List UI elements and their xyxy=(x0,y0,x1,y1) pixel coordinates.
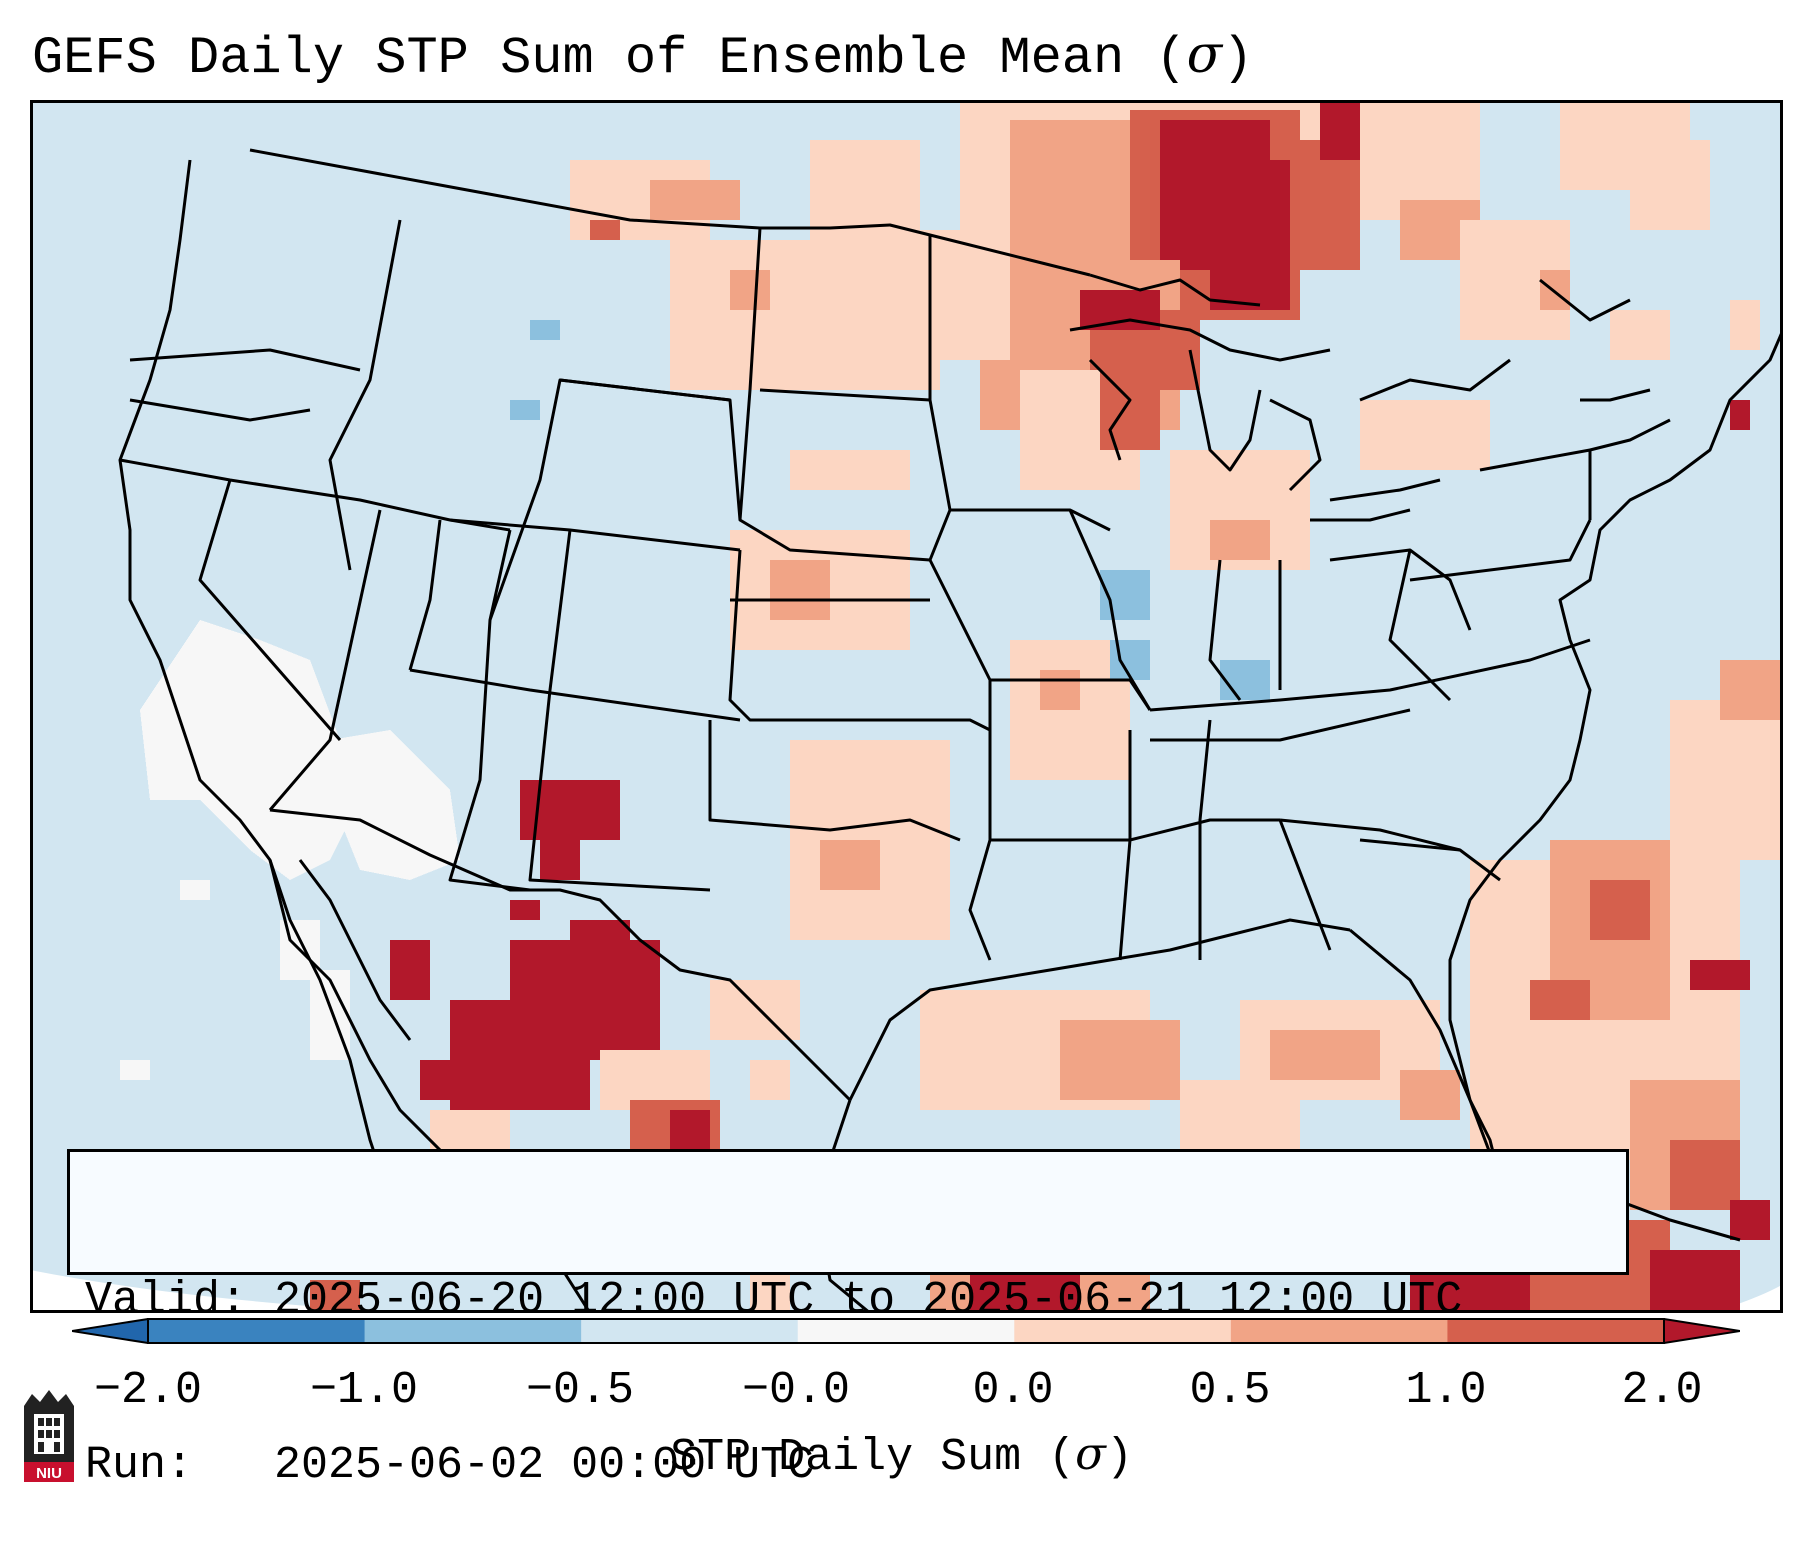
colorbar-bin xyxy=(1447,1319,1665,1343)
colorbar-frame xyxy=(147,1318,1665,1344)
stp-map xyxy=(30,100,1783,1313)
valid-time-text: Valid: 2025-06-20 12:00 UTC to 2025-06-2… xyxy=(85,1275,1463,1326)
map-title: GEFS Daily STP Sum of Ensemble Mean (σ) xyxy=(32,25,1254,88)
niu-logo: NIU xyxy=(20,1388,78,1484)
colorbar xyxy=(71,1317,1741,1345)
tick-label: −1.0 xyxy=(309,1365,419,1416)
colorbar-bin xyxy=(148,1319,366,1343)
colorbar-over-arrow xyxy=(1663,1317,1741,1345)
projection-edge xyxy=(30,1270,408,1313)
tick-label: −2.0 xyxy=(93,1365,203,1416)
colorbar-label: STP Daily Sum (σ) xyxy=(670,1427,1133,1483)
colorbar-bin xyxy=(364,1319,582,1343)
colorbar-bin xyxy=(1230,1319,1448,1343)
colorbar-bin xyxy=(581,1319,799,1343)
tick-label: 2.0 xyxy=(1621,1365,1703,1416)
tick-label: 1.0 xyxy=(1405,1365,1487,1416)
projection-edge xyxy=(1710,1284,1783,1313)
colorbar-ticks: −2.0 −1.0 −0.5 −0.0 0.0 0.5 1.0 2.0 xyxy=(0,1343,1803,1416)
colorbar-bin xyxy=(797,1319,1015,1343)
colorbar-bin xyxy=(1014,1319,1232,1343)
tick-label: −0.5 xyxy=(525,1365,635,1416)
niu-shield-icon: NIU xyxy=(24,1390,74,1482)
colorbar-svg xyxy=(71,1317,1741,1345)
run-time-text: Run: 2025-06-02 00:00 UTC xyxy=(85,1440,815,1491)
tick-label: 0.0 xyxy=(972,1365,1054,1416)
tick-label: −0.0 xyxy=(741,1365,851,1416)
logo-text: NIU xyxy=(36,1465,62,1482)
map-panel xyxy=(30,100,1783,1313)
colorbar-under-arrow xyxy=(71,1317,149,1345)
validity-info-box: Valid: 2025-06-20 12:00 UTC to 2025-06-2… xyxy=(67,1149,1629,1491)
tick-label: 0.5 xyxy=(1189,1365,1271,1416)
